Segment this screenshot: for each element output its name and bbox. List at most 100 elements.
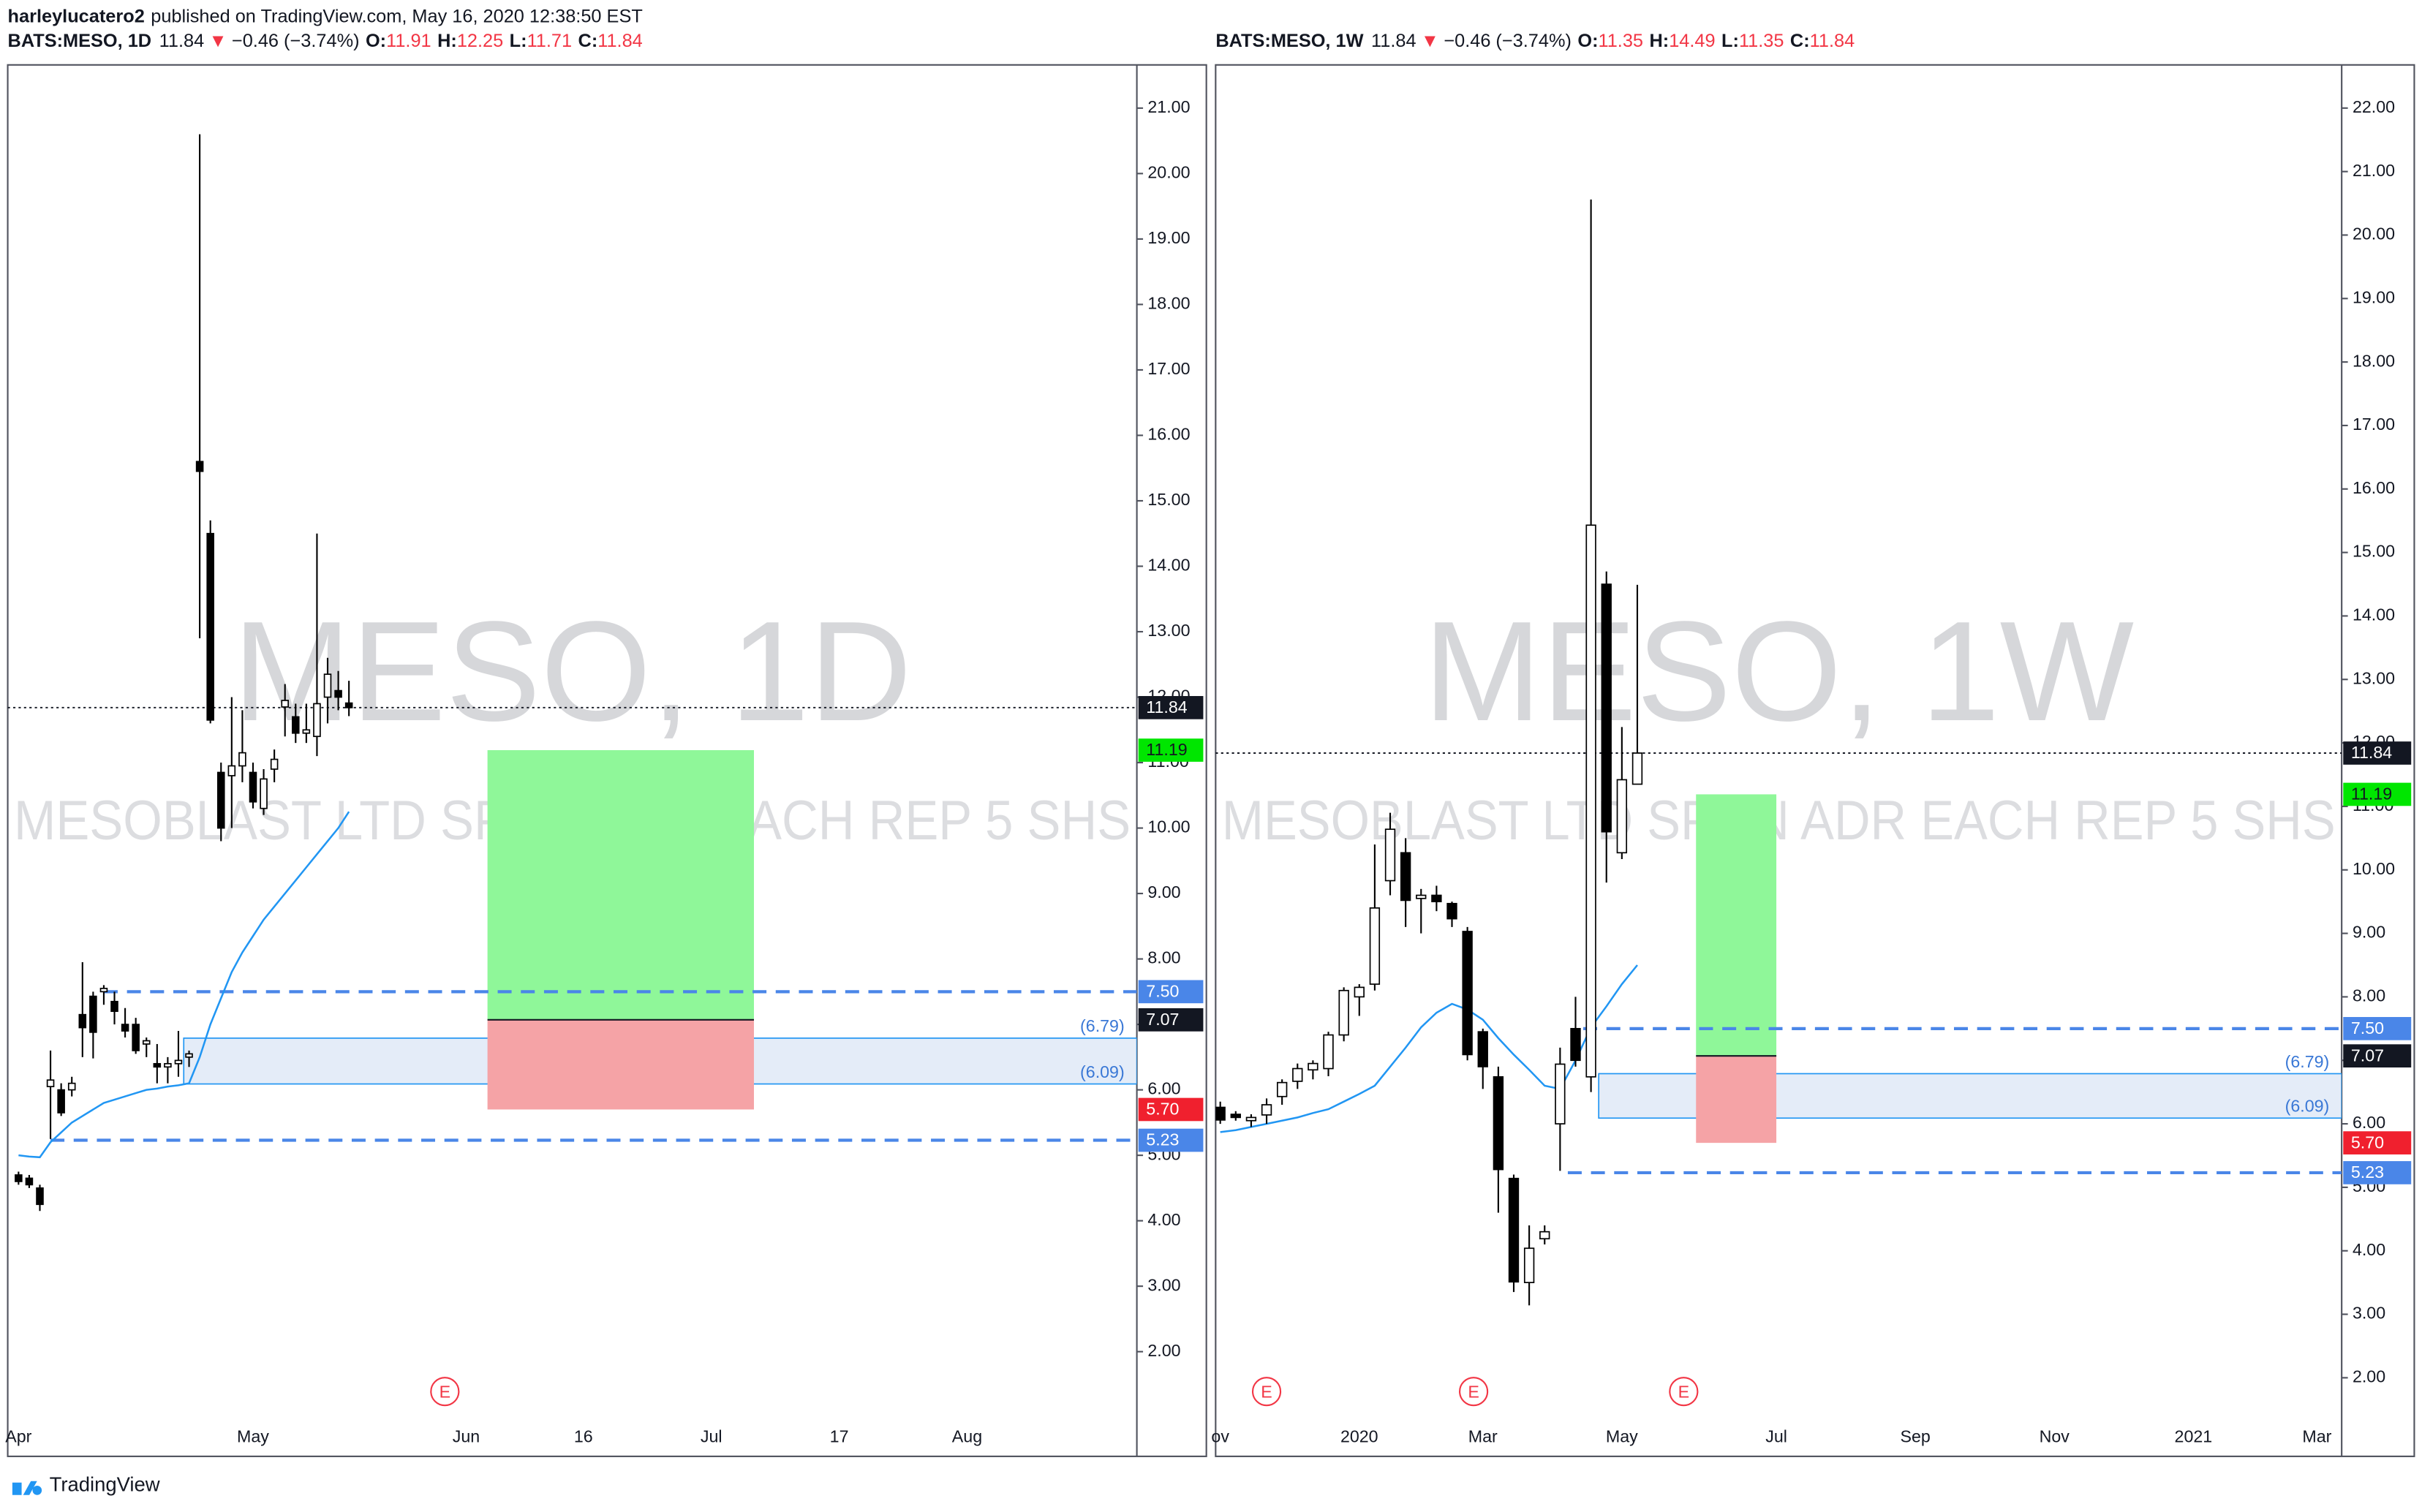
x-tick-label: 17	[830, 1427, 849, 1446]
earnings-marker	[1669, 1377, 1699, 1407]
x-tick-label: May	[237, 1427, 269, 1446]
price-badge-label: 5.70	[1146, 1100, 1179, 1119]
price-badge	[2343, 1131, 2412, 1154]
candle-body	[344, 702, 353, 708]
y-tick-label: 4.00	[2353, 1240, 2385, 1259]
candle-body	[249, 771, 257, 803]
author: harleylucatero2	[8, 6, 145, 26]
candle-body	[1292, 1067, 1303, 1082]
y-tick-label: 10.00	[2353, 859, 2395, 878]
plot: (6.79) (6.09)	[7, 134, 1137, 1212]
earnings-label: E	[1678, 1382, 1690, 1401]
legend-value: 11.35	[1739, 31, 1784, 51]
candle-body	[153, 1062, 162, 1068]
candle-body	[99, 988, 108, 993]
candle-body	[1431, 894, 1442, 903]
candle-body	[1261, 1104, 1272, 1116]
y-tick-label: 10.00	[1147, 817, 1190, 836]
y-tick-label: 3.00	[1147, 1275, 1180, 1294]
x-tick-label: 16	[574, 1427, 593, 1446]
y-tick-label: 19.00	[2353, 287, 2395, 306]
candle-body	[1446, 902, 1457, 920]
candle-body	[334, 689, 342, 698]
price-badge	[2343, 1044, 2412, 1068]
candle-body	[281, 700, 289, 708]
earnings-label: E	[1261, 1382, 1272, 1401]
x-tick-label: Nov	[2040, 1427, 2070, 1446]
candle-body	[1369, 907, 1381, 985]
candle-body	[174, 1059, 183, 1065]
legend-key: C:	[1790, 31, 1810, 51]
y-tick-label: 18.00	[2353, 351, 2395, 370]
candle-body	[1416, 894, 1427, 899]
brand: TradingView	[50, 1473, 160, 1495]
y-tick-label: 14.00	[2353, 605, 2395, 624]
plot: (6.79) (6.09)	[1215, 199, 2342, 1306]
earnings-label: E	[439, 1382, 451, 1401]
candle-body	[1493, 1076, 1504, 1171]
candle-body	[1323, 1034, 1334, 1070]
x-tick-label: Aug	[952, 1427, 982, 1446]
candle-body	[185, 1053, 193, 1058]
x-tick-label: Jul	[701, 1427, 723, 1446]
candle-body	[132, 1024, 140, 1051]
legend-key: H:	[1649, 31, 1669, 51]
legend-value: 14.49	[1669, 31, 1715, 51]
candle-body	[216, 771, 225, 829]
candle-body	[1508, 1177, 1520, 1283]
price-badge-label: 5.70	[2351, 1133, 2384, 1152]
legend-arrow: ▼	[209, 31, 227, 51]
legend-key: O:	[366, 31, 386, 51]
earnings-label: E	[1468, 1382, 1479, 1401]
legend-value: 11.84	[1810, 31, 1855, 51]
x-tick-label: May	[1606, 1427, 1638, 1446]
candle-body	[15, 1174, 23, 1182]
legend-value: 11.71	[527, 31, 573, 51]
price-badge	[1138, 980, 1204, 1004]
x-tick-label: Mar	[1468, 1427, 1498, 1446]
price-badge	[1138, 695, 1204, 719]
candle-body	[164, 1062, 172, 1068]
y-tick-label: 20.00	[2353, 224, 2395, 243]
legend-key: L:	[1721, 31, 1739, 51]
x-tick-label: 2020	[1340, 1427, 1378, 1446]
moving-average	[18, 811, 350, 1159]
price-badge	[2343, 782, 2412, 806]
legend-value: 12.25	[457, 31, 503, 51]
candle-body	[292, 716, 300, 734]
candle-body	[323, 673, 332, 698]
y-tick-label: 8.00	[1147, 948, 1180, 967]
price-badge-label: 7.07	[1146, 1010, 1179, 1029]
price-badge-label: 11.84	[2351, 743, 2392, 762]
candle-body	[1616, 779, 1628, 854]
y-tick-label: 6.00	[2353, 1113, 2385, 1132]
candle-body	[1585, 524, 1596, 1078]
zone-label: (6.09)	[1080, 1062, 1125, 1081]
candle-body	[1308, 1062, 1318, 1071]
candle-body	[67, 1082, 76, 1091]
candle-body	[1276, 1081, 1288, 1097]
candle-body	[25, 1177, 34, 1186]
candle-body	[142, 1040, 151, 1045]
y-tick-label: 20.00	[1147, 163, 1190, 182]
candle-body	[238, 752, 246, 767]
y-tick-label: 13.00	[1147, 621, 1190, 640]
candle-body	[195, 461, 204, 472]
candle-body	[121, 1024, 129, 1032]
zone-label: (6.79)	[2285, 1052, 2330, 1071]
panel-frame	[1215, 64, 2415, 1457]
y-tick-label: 9.00	[2353, 923, 2385, 942]
legend-key: H:	[437, 31, 457, 51]
y-tick-label: 18.00	[1147, 294, 1190, 313]
y-tick-label: 21.00	[1147, 97, 1190, 116]
legend-value: 11.84	[597, 31, 643, 51]
zone-label: (6.79)	[1080, 1016, 1125, 1035]
candle-body	[1400, 852, 1411, 901]
y-tick-label: 2.00	[1147, 1341, 1180, 1360]
candle-body	[36, 1187, 44, 1206]
y-tick-label: 9.00	[1147, 882, 1180, 901]
candle-body	[260, 778, 268, 809]
